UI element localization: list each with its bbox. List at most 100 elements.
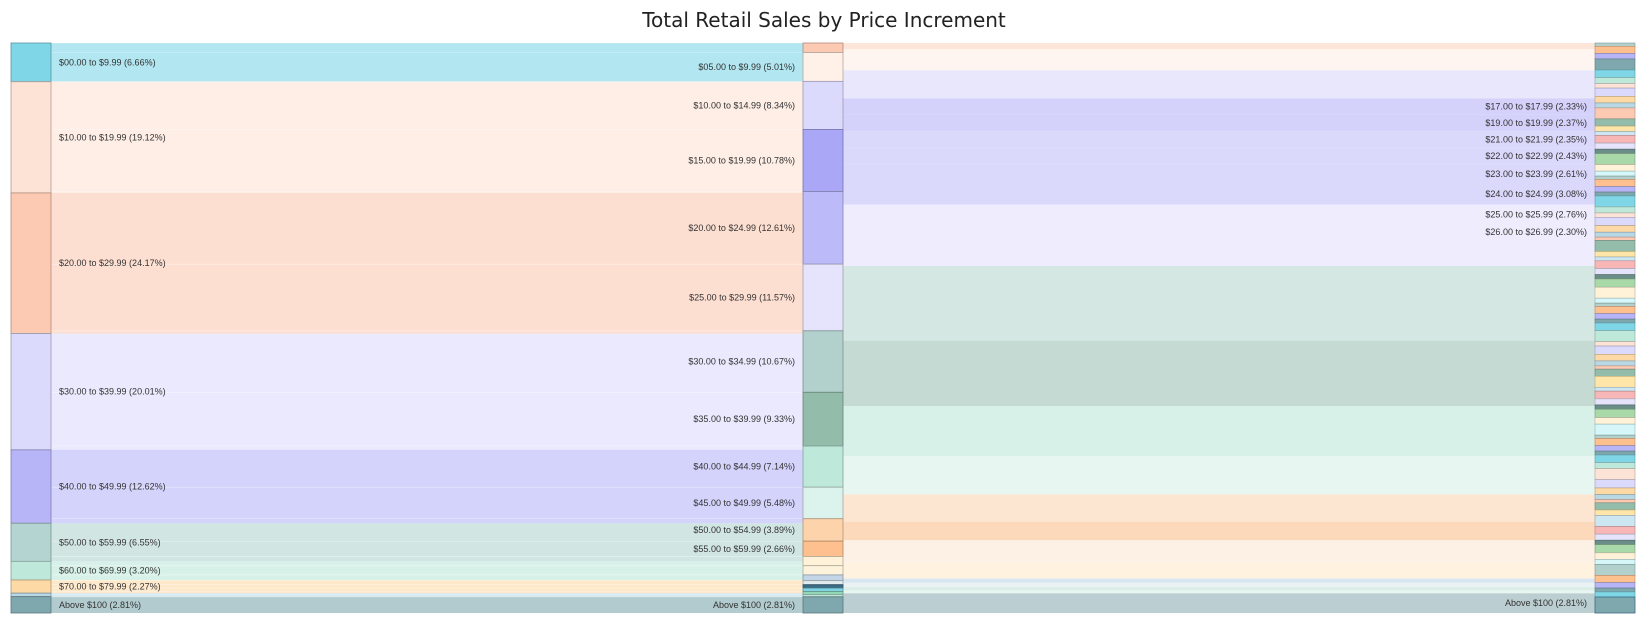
level-4-node [1594, 206, 1636, 214]
level-4-node [1594, 274, 1636, 280]
level-2-label: $20.00 to $24.99 (12.61%) [688, 223, 795, 233]
level-4-node [1594, 87, 1636, 97]
level-2-node [802, 565, 844, 576]
level-4-node [1594, 423, 1636, 436]
level-2-label: Above $100 (2.81%) [713, 600, 795, 610]
level-4-node [1594, 212, 1636, 218]
level-1-label: Above $100 (2.81%) [59, 600, 141, 610]
level-4-node [1594, 175, 1636, 180]
level-1-node [10, 333, 52, 451]
level-2-label: $30.00 to $34.99 (10.67%) [688, 357, 795, 367]
level-4-node [1594, 468, 1636, 481]
level-4-node [1594, 365, 1636, 370]
level-2-node [802, 596, 844, 614]
flow-band-level-3 [843, 521, 1595, 541]
level-4-node [1594, 225, 1636, 233]
level-4-node [1594, 390, 1636, 400]
level-4-node [1594, 83, 1636, 89]
level-1-label: $60.00 to $69.99 (3.20%) [59, 566, 161, 576]
level-2-node [802, 580, 844, 586]
level-1-node [10, 192, 52, 334]
level-4-node [1594, 502, 1636, 511]
level-1-node [10, 560, 52, 581]
flow-band-level-3 [843, 131, 1595, 148]
level-2-node [802, 391, 844, 447]
level-1-label: $40.00 to $49.99 (12.62%) [59, 482, 166, 492]
flow-band-level-1 [51, 596, 803, 613]
level-4-node [1594, 487, 1636, 495]
level-4-node [1594, 164, 1636, 172]
flow-band-level-1 [51, 449, 803, 524]
level-2-label: $25.00 to $29.99 (11.57%) [689, 292, 795, 302]
level-4-node [1594, 398, 1636, 406]
level-2-node [802, 42, 844, 53]
level-4-node [1594, 438, 1636, 446]
level-4-node [1594, 509, 1636, 516]
flow-band-level-1 [51, 561, 803, 580]
level-4-node [1594, 251, 1636, 258]
level-4-node [1594, 462, 1636, 469]
level-4-node [1594, 186, 1636, 193]
level-4-node [1594, 107, 1636, 120]
level-4-node [1594, 58, 1636, 71]
level-4-node [1594, 42, 1636, 47]
level-4-node [1594, 591, 1636, 598]
level-2-node [802, 191, 844, 265]
level-3-label: $22.00 to $22.99 (2.43%) [1485, 151, 1587, 161]
flow-band-level-3 [843, 265, 1595, 341]
flow-band-level-3 [843, 494, 1595, 522]
level-1-label: $50.00 to $59.99 (6.55%) [59, 537, 161, 547]
level-4-node [1594, 345, 1636, 355]
level-4-node [1594, 125, 1636, 132]
level-3-label: $21.00 to $21.99 (2.35%) [1485, 134, 1587, 144]
flow-band-level-3 [843, 183, 1595, 205]
level-2-node [802, 445, 844, 488]
level-2-node [802, 591, 844, 595]
flow-band-level-3 [843, 456, 1595, 495]
level-2-label: $10.00 to $14.99 (8.34%) [693, 100, 795, 110]
level-4-node [1594, 533, 1636, 541]
level-1-label: $10.00 to $19.99 (19.12%) [59, 132, 166, 142]
level-4-node [1594, 368, 1636, 377]
level-1-label: $20.00 to $29.99 (24.17%) [59, 258, 166, 268]
level-4-node [1594, 499, 1636, 504]
level-4-node [1594, 341, 1636, 347]
level-4-node [1594, 450, 1636, 456]
level-2-node [802, 330, 844, 393]
level-1-node [10, 42, 52, 83]
flow-band-level-1 [51, 593, 803, 597]
level-2-node [802, 129, 844, 192]
level-4-node [1594, 313, 1636, 320]
flow-band-level-3 [843, 540, 1595, 563]
flow-band-level-3 [843, 587, 1595, 591]
level-3-label: $26.00 to $26.99 (2.30%) [1485, 227, 1587, 237]
level-2-label: $50.00 to $54.99 (3.89%) [693, 525, 795, 535]
level-2-node [802, 263, 844, 332]
flow-bands [51, 42, 1595, 613]
level-4-node [1594, 417, 1636, 425]
level-4-node [1594, 45, 1636, 54]
level-2-node [802, 584, 844, 589]
flow-band-level-3 [843, 70, 1595, 99]
flow-band-level-3 [843, 164, 1595, 184]
level-4-node [1594, 102, 1636, 109]
level-2-node [802, 486, 844, 520]
level-2-label: $55.00 to $59.99 (2.66%) [693, 544, 795, 554]
level-4-node [1594, 69, 1636, 78]
flow-band-level-3 [843, 406, 1595, 457]
flow-band-level-1 [51, 192, 803, 334]
flow-band-level-3 [843, 578, 1595, 583]
flow-band-level-1 [51, 523, 803, 562]
level-4-node [1594, 526, 1636, 535]
level-2-node [802, 518, 844, 542]
level-4-node [1594, 297, 1636, 304]
level-2-node [802, 587, 844, 593]
level-2-node [802, 574, 844, 582]
chart-title: Total Retail Sales by Price Increment [642, 8, 1006, 32]
level-4-node [1594, 286, 1636, 299]
level-3-label: Above $100 (2.81%) [1505, 598, 1587, 608]
level-1-label: $00.00 to $9.99 (6.66%) [59, 57, 156, 67]
level-4-node [1594, 260, 1636, 269]
level-1-node [10, 81, 52, 194]
